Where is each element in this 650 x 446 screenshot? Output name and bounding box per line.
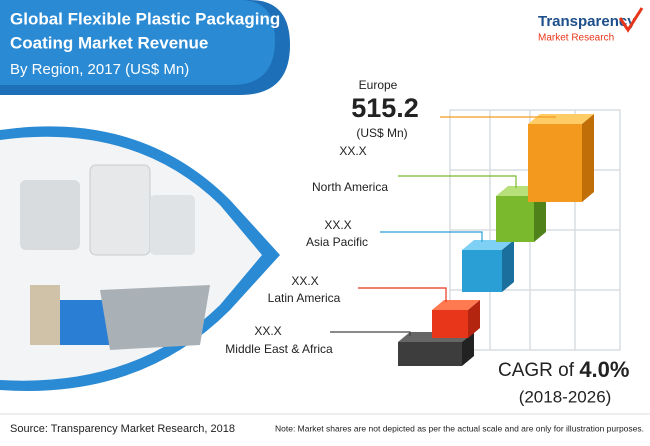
region-value: XX.X bbox=[339, 144, 366, 158]
header-banner-inner bbox=[0, 0, 275, 85]
cagr: CAGR of 4.0% bbox=[498, 357, 629, 382]
cagr-period: (2018-2026) bbox=[519, 387, 612, 406]
region-value: XX.X bbox=[254, 324, 281, 338]
region-name: Latin America bbox=[268, 291, 341, 305]
footer-source: Source: Transparency Market Research, 20… bbox=[10, 423, 235, 435]
region-name: Europe bbox=[359, 78, 398, 92]
region-value: XX.X bbox=[291, 274, 318, 288]
region-name: Middle East & Africa bbox=[225, 342, 333, 356]
product-pouch bbox=[89, 164, 151, 256]
subtitle: By Region, 2017 (US$ Mn) bbox=[10, 61, 189, 78]
bar-latin-america bbox=[432, 300, 480, 338]
logo-text: Transparency bbox=[538, 13, 636, 30]
product-roll bbox=[30, 285, 60, 345]
title: Global Flexible Plastic Packaging bbox=[10, 9, 280, 28]
footer-note: Note: Market shares are not depicted as … bbox=[275, 423, 644, 433]
region-name: North America bbox=[312, 180, 388, 194]
bar-europe bbox=[528, 114, 594, 202]
product-pouch bbox=[150, 195, 195, 255]
region-name: Asia Pacific bbox=[306, 235, 368, 249]
logo-mark bbox=[618, 7, 644, 33]
region-value: XX.X bbox=[324, 218, 351, 232]
product-foil bbox=[100, 285, 210, 350]
bar-asia-pacific bbox=[462, 240, 514, 292]
logo-text: Market Research bbox=[538, 33, 614, 44]
title: Coating Market Revenue bbox=[10, 33, 208, 52]
cagr-value: 4.0% bbox=[579, 357, 629, 382]
cagr-prefix: CAGR of bbox=[498, 360, 575, 381]
region-value: 515.2 bbox=[351, 93, 419, 123]
product-pouch bbox=[20, 180, 80, 250]
leader-lines bbox=[330, 116, 556, 336]
region-unit: (US$ Mn) bbox=[356, 126, 407, 140]
